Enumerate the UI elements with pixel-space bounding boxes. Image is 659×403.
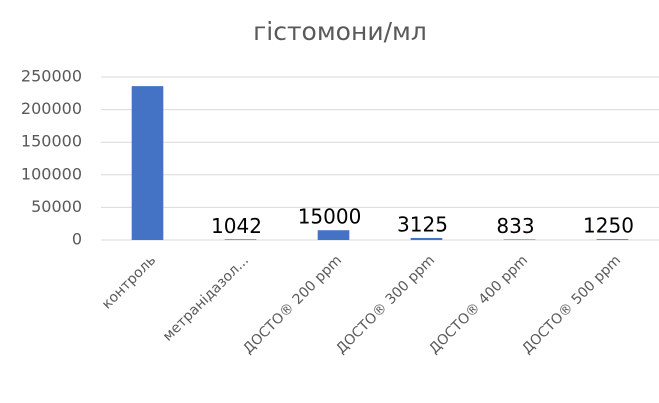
y-tick-label: 200000 — [21, 99, 82, 118]
data-label: 833 — [496, 214, 534, 238]
bar — [131, 86, 164, 241]
bar — [503, 239, 536, 240]
data-label: 15000 — [298, 205, 362, 229]
data-label: 1250 — [583, 214, 634, 238]
data-label: 1042 — [211, 214, 262, 238]
y-tick-label: 50000 — [31, 197, 82, 216]
chart-title: гістомони/мл — [253, 17, 427, 46]
x-tick-label: ДОСТО® 400 ppm — [426, 252, 531, 357]
x-tick-label: ДОСТО® 200 ppm — [240, 252, 345, 357]
bar — [224, 239, 257, 240]
bar — [317, 230, 350, 240]
y-tick-label: 150000 — [21, 132, 82, 151]
x-tick-label: метранідазол... — [160, 252, 252, 344]
x-tick-label: ДОСТО® 500 ppm — [519, 252, 624, 357]
bar — [596, 239, 629, 240]
y-tick-label: 0 — [72, 230, 82, 249]
y-tick-label: 250000 — [21, 67, 82, 86]
y-tick-label: 100000 — [21, 164, 82, 183]
bar — [410, 237, 443, 240]
data-label: 3125 — [397, 212, 448, 236]
x-tick-label: контроль — [99, 252, 159, 312]
x-tick-label: ДОСТО® 300 ppm — [333, 252, 438, 357]
